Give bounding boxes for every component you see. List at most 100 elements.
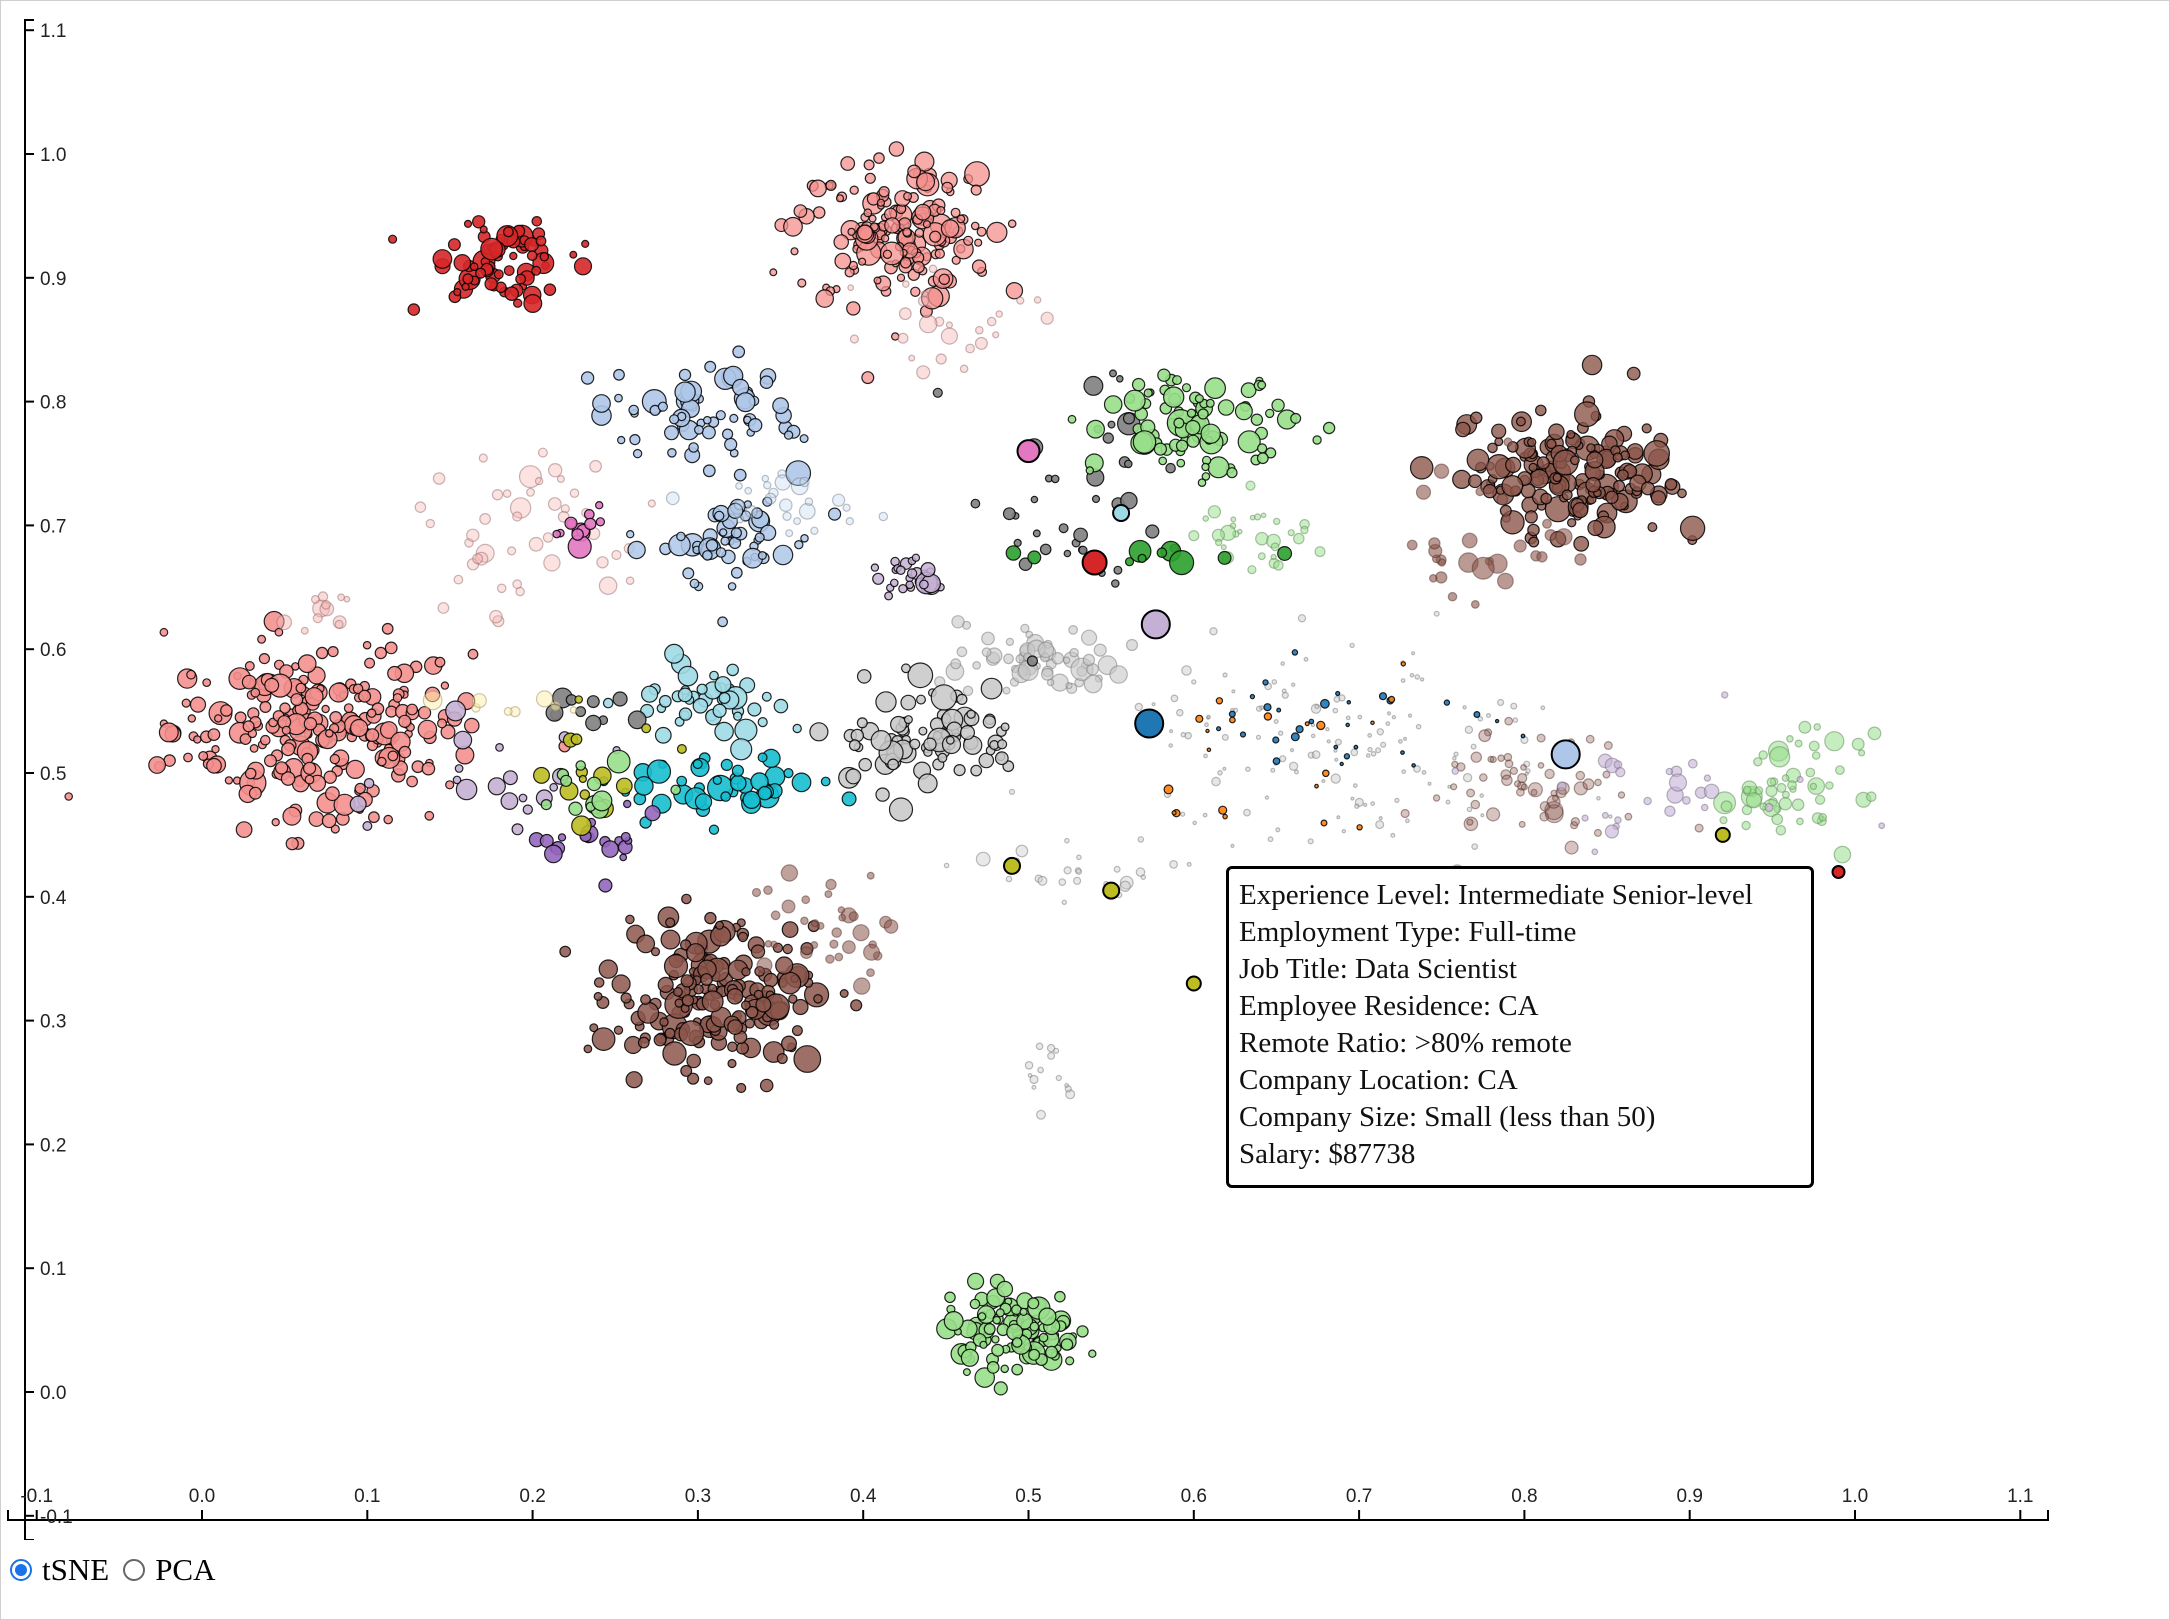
data-point[interactable] bbox=[628, 404, 639, 416]
data-point[interactable] bbox=[667, 447, 677, 458]
data-point[interactable] bbox=[383, 814, 393, 825]
data-point[interactable] bbox=[934, 248, 946, 259]
data-point[interactable] bbox=[406, 703, 419, 716]
data-point[interactable] bbox=[1176, 458, 1186, 468]
data-point[interactable] bbox=[1033, 296, 1042, 304]
data-point[interactable] bbox=[721, 428, 734, 440]
data-point[interactable] bbox=[181, 698, 191, 708]
data-point[interactable] bbox=[1429, 573, 1438, 583]
data-point[interactable] bbox=[1132, 430, 1157, 454]
data-point[interactable] bbox=[1617, 791, 1626, 799]
data-point[interactable] bbox=[686, 1053, 701, 1069]
data-point[interactable] bbox=[1239, 731, 1247, 738]
data-point[interactable] bbox=[1217, 399, 1235, 416]
data-point[interactable] bbox=[1720, 800, 1733, 813]
data-point[interactable] bbox=[1064, 837, 1070, 844]
data-point[interactable] bbox=[917, 773, 938, 794]
data-point[interactable] bbox=[290, 693, 304, 707]
data-point[interactable] bbox=[702, 550, 713, 561]
data-point[interactable] bbox=[559, 945, 572, 958]
data-point[interactable] bbox=[991, 1335, 1000, 1344]
data-point[interactable] bbox=[158, 722, 179, 743]
data-point[interactable] bbox=[845, 517, 855, 526]
data-point[interactable] bbox=[930, 684, 958, 711]
data-point[interactable] bbox=[1626, 366, 1641, 381]
data-point[interactable] bbox=[888, 141, 905, 157]
data-point[interactable] bbox=[1031, 1084, 1037, 1090]
data-point[interactable] bbox=[1575, 770, 1586, 781]
data-point[interactable] bbox=[980, 677, 1003, 700]
data-point[interactable] bbox=[526, 250, 538, 261]
data-point[interactable] bbox=[543, 554, 561, 572]
data-point[interactable] bbox=[792, 998, 809, 1016]
data-point[interactable] bbox=[1612, 452, 1623, 463]
data-point[interactable] bbox=[1188, 530, 1200, 542]
data-point[interactable] bbox=[1003, 653, 1014, 665]
data-point[interactable] bbox=[703, 1076, 713, 1086]
data-point[interactable] bbox=[1272, 757, 1281, 765]
data-point[interactable] bbox=[1202, 515, 1210, 522]
data-point[interactable] bbox=[159, 627, 169, 637]
data-point[interactable] bbox=[1419, 677, 1425, 682]
data-point[interactable] bbox=[646, 759, 672, 784]
data-point[interactable] bbox=[1585, 476, 1601, 493]
data-point[interactable] bbox=[1086, 419, 1105, 439]
data-point[interactable] bbox=[714, 510, 725, 522]
data-point[interactable] bbox=[1765, 784, 1778, 798]
data-point[interactable] bbox=[337, 593, 346, 602]
data-point[interactable] bbox=[820, 776, 831, 787]
data-point[interactable] bbox=[1191, 679, 1197, 685]
data-point[interactable] bbox=[1230, 843, 1235, 849]
data-point[interactable] bbox=[720, 758, 733, 772]
data-point[interactable] bbox=[799, 476, 810, 488]
data-point[interactable] bbox=[797, 278, 807, 288]
data-point[interactable] bbox=[625, 914, 635, 925]
data-point[interactable] bbox=[727, 1019, 743, 1035]
data-point[interactable] bbox=[965, 343, 975, 354]
data-point[interactable] bbox=[730, 738, 753, 761]
data-point[interactable] bbox=[750, 944, 766, 959]
data-point[interactable] bbox=[613, 368, 625, 381]
data-point[interactable] bbox=[966, 709, 976, 719]
data-point[interactable] bbox=[1280, 661, 1286, 666]
data-point[interactable] bbox=[614, 393, 623, 403]
data-point[interactable] bbox=[733, 499, 745, 511]
data-point[interactable] bbox=[1220, 544, 1227, 551]
highlighted-point[interactable] bbox=[1550, 739, 1581, 770]
data-point[interactable] bbox=[1192, 820, 1198, 826]
data-point[interactable] bbox=[417, 719, 438, 740]
data-point[interactable] bbox=[1432, 794, 1441, 802]
data-point[interactable] bbox=[569, 706, 578, 714]
data-point[interactable] bbox=[1485, 807, 1501, 822]
data-point[interactable] bbox=[303, 761, 317, 775]
data-point[interactable] bbox=[620, 992, 632, 1004]
data-point[interactable] bbox=[462, 273, 474, 285]
data-point[interactable] bbox=[1552, 472, 1562, 483]
data-point[interactable] bbox=[700, 973, 713, 986]
highlighted-points[interactable] bbox=[1003, 439, 1846, 992]
data-point[interactable] bbox=[1201, 462, 1210, 472]
data-point[interactable] bbox=[475, 267, 487, 279]
data-point[interactable] bbox=[1047, 1051, 1056, 1060]
data-point[interactable] bbox=[534, 476, 544, 486]
data-point[interactable] bbox=[780, 1035, 797, 1052]
data-point[interactable] bbox=[598, 959, 619, 979]
data-point[interactable] bbox=[619, 853, 628, 862]
data-point[interactable] bbox=[64, 792, 74, 801]
data-point[interactable] bbox=[248, 786, 262, 800]
data-point[interactable] bbox=[1491, 423, 1507, 439]
data-point[interactable] bbox=[763, 481, 772, 490]
data-point[interactable] bbox=[595, 501, 604, 510]
data-point[interactable] bbox=[1211, 776, 1221, 787]
data-point[interactable] bbox=[1485, 461, 1495, 471]
data-point[interactable] bbox=[1616, 469, 1629, 482]
data-point[interactable] bbox=[974, 336, 988, 350]
data-point[interactable] bbox=[432, 249, 453, 269]
data-point[interactable] bbox=[1334, 757, 1339, 762]
data-point[interactable] bbox=[1462, 773, 1473, 783]
data-point[interactable] bbox=[1333, 744, 1339, 750]
data-point[interactable] bbox=[1594, 778, 1602, 787]
data-point[interactable] bbox=[495, 743, 504, 752]
data-point[interactable] bbox=[1406, 539, 1418, 551]
data-point[interactable] bbox=[825, 878, 837, 891]
